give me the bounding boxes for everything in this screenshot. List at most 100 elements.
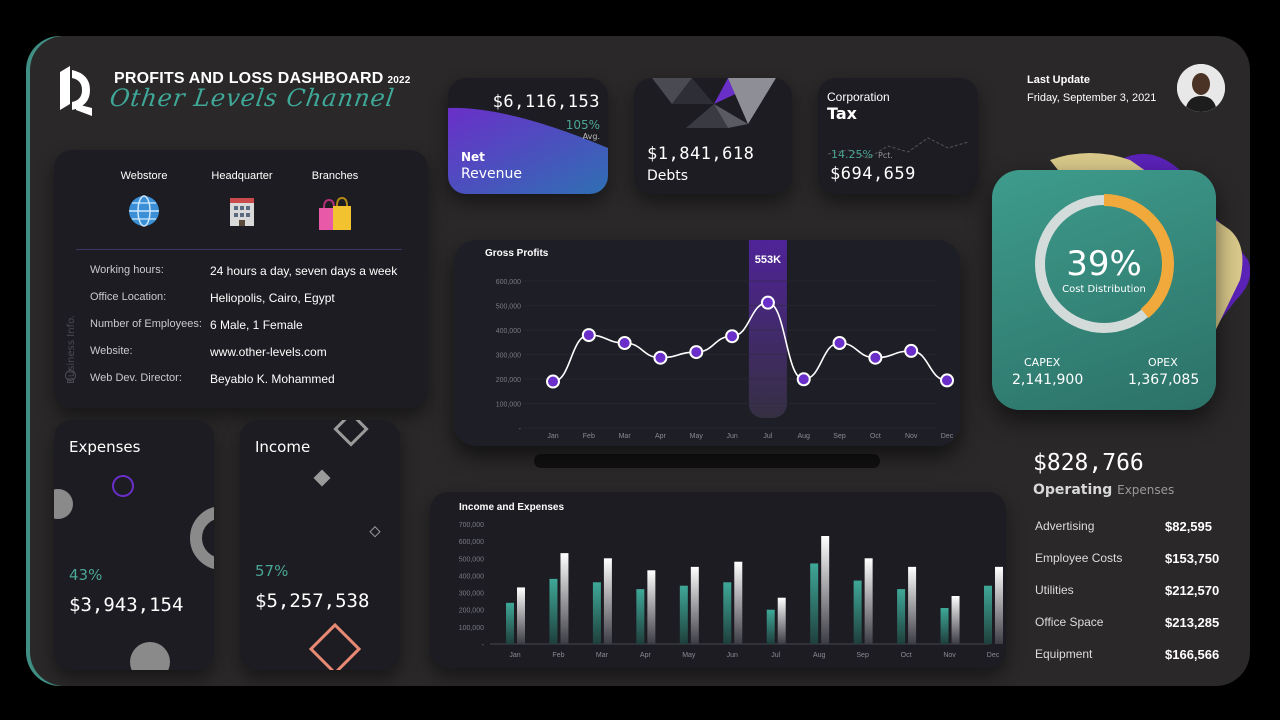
income-expenses-chart: 700,000 600,000 500,000 400,000 300,000 200,0… xyxy=(459,522,1003,659)
bar-expense xyxy=(560,553,569,644)
y-tick-label: 300,000 xyxy=(459,591,484,598)
net-revenue-label-2: Revenue xyxy=(461,166,522,182)
tax-trend-line xyxy=(827,137,969,159)
row-key: Number of Employees: xyxy=(90,318,202,330)
channel-label-webstore: Webstore xyxy=(120,170,168,182)
opex-value: 1,367,085 xyxy=(1128,372,1200,388)
user-avatar-icon xyxy=(1177,64,1225,112)
x-tick-label: May xyxy=(690,433,704,440)
bar-income xyxy=(679,585,688,644)
data-point xyxy=(689,345,704,360)
y-tick-label: 600,000 xyxy=(496,279,521,286)
data-point xyxy=(725,329,740,344)
operating-item-value: $213,285 xyxy=(1165,615,1220,630)
net-revenue-label-1: Net xyxy=(461,150,485,164)
title-text: PROFITS AND LOSS DASHBOARD xyxy=(114,70,384,87)
x-tick-label: Jun xyxy=(727,652,738,659)
y-tick-label: 100,000 xyxy=(496,402,521,409)
income-expenses-card[interactable]: Income and Expenses 700,000 600,000 500,00… xyxy=(430,492,1006,668)
row-key: Office Location: xyxy=(90,291,167,303)
net-revenue-card[interactable]: $6,116,153 105% Avg. Net Revenue xyxy=(448,78,608,194)
tax-pct-label: Pct. xyxy=(878,151,893,160)
bar-expense xyxy=(864,558,873,644)
website-link[interactable]: www.other-levels.com xyxy=(210,345,327,359)
tax-pct: 14.25% xyxy=(831,148,873,161)
bar-expense xyxy=(908,566,917,644)
operating-total: $828,766 xyxy=(1033,450,1144,476)
gross-profits-chart: 553K 600,000 500,000 400,000 300,000 200,000 1… xyxy=(496,240,954,440)
operating-item-label: Advertising xyxy=(1035,519,1095,533)
corporation-tax-card[interactable]: Corporation Tax 14.25% Pct. $694,659 xyxy=(818,78,978,194)
highlight-column xyxy=(748,240,787,418)
x-tick-label: Mar xyxy=(619,433,632,440)
last-update-date: Friday, September 3, 2021 xyxy=(1027,92,1157,104)
dashboard-title: PROFITS AND LOSS DASHBOARD 2022 xyxy=(114,70,411,88)
y-tick-label: 500,000 xyxy=(459,556,484,563)
operating-item-label: Equipment xyxy=(1035,647,1093,661)
y-tick-label: 200,000 xyxy=(459,608,484,615)
income-decoration xyxy=(308,420,381,670)
operating-item-label: Employee Costs xyxy=(1035,551,1123,565)
globe-icon xyxy=(99,194,189,235)
channel-label-branches: Branches xyxy=(311,170,359,182)
operating-item-value: $82,595 xyxy=(1165,519,1212,534)
last-update: Last Update Friday, September 3, 2021 xyxy=(1027,74,1156,104)
income-pct: 57% xyxy=(255,562,289,580)
cost-label: Cost Distribution xyxy=(1062,284,1146,295)
row-value: 24 hours a day, seven days a week xyxy=(210,264,398,278)
x-tick-label: Jun xyxy=(726,433,737,440)
cost-distribution-card[interactable]: 39% Cost Distribution CAPEX 2,141,900 OP… xyxy=(992,170,1216,410)
bar-income xyxy=(723,582,732,644)
bar-expense xyxy=(647,570,656,644)
bar-income xyxy=(853,580,862,644)
data-point xyxy=(940,373,954,388)
data-point xyxy=(617,336,632,350)
bar-expense xyxy=(603,558,612,644)
bar-expense xyxy=(777,597,786,644)
bar-income xyxy=(897,589,906,644)
income-title: Income xyxy=(255,438,311,456)
row-key: Web Dev. Director: xyxy=(90,372,182,384)
x-tick-label: Mar xyxy=(596,652,609,659)
data-point xyxy=(653,350,668,365)
cost-donut-chart xyxy=(1034,194,1174,334)
y-tick-label: 300,000 xyxy=(496,353,521,360)
income-card[interactable]: Income 57% $5,257,538 xyxy=(240,420,400,670)
x-tick-label: Apr xyxy=(655,433,667,440)
gross-profits-card[interactable]: Gross Profits 553K 600,000 500,000 400,000 3… xyxy=(454,240,960,446)
x-tick-label: Dec xyxy=(987,652,1000,659)
bar-expense xyxy=(734,561,743,644)
expenses-pct: 43% xyxy=(69,566,103,584)
x-tick-label: Aug xyxy=(813,652,826,659)
title-year: 2022 xyxy=(387,75,411,86)
shopping-bags-icon xyxy=(290,194,380,241)
expenses-card[interactable]: Expenses 43% $3,943,154 xyxy=(54,420,214,670)
expenses-title: Expenses xyxy=(69,438,141,456)
gross-profits-title: Gross Profits xyxy=(485,248,549,259)
row-value: Beyablo K. Mohammed xyxy=(210,372,335,386)
bar-income xyxy=(506,602,514,644)
bar-expense xyxy=(517,587,525,644)
expenses-value: $3,943,154 xyxy=(69,594,184,616)
y-tick-label: 700,000 xyxy=(459,522,484,529)
capex-arc xyxy=(1034,194,1174,334)
dashboard-frame: PROFITS AND LOSS DASHBOARD 2022 Other Lev… xyxy=(30,36,1250,686)
x-tick-label: Jul xyxy=(771,652,780,659)
x-tick-label: Sep xyxy=(856,652,869,659)
revenue-wave-shape xyxy=(448,107,608,194)
info-icon xyxy=(65,370,76,381)
bar-expense xyxy=(995,566,1003,644)
business-info-card: Webstore Headquarter Branches Business I… xyxy=(54,150,428,408)
bar-expense xyxy=(951,596,960,644)
x-tick-label: Feb xyxy=(583,433,595,440)
y-tick-label: 400,000 xyxy=(459,573,484,580)
y-tick-label: 400,000 xyxy=(496,328,521,335)
operating-item-value: $212,570 xyxy=(1165,583,1220,598)
x-tick-label: Oct xyxy=(870,433,881,440)
avatar[interactable] xyxy=(1177,64,1225,112)
data-point xyxy=(581,328,596,343)
x-tick-label: Nov xyxy=(905,433,918,440)
data-point xyxy=(904,343,919,358)
x-tick-label: May xyxy=(682,652,696,659)
debts-card[interactable]: $1,841,618 Debts xyxy=(634,78,792,194)
